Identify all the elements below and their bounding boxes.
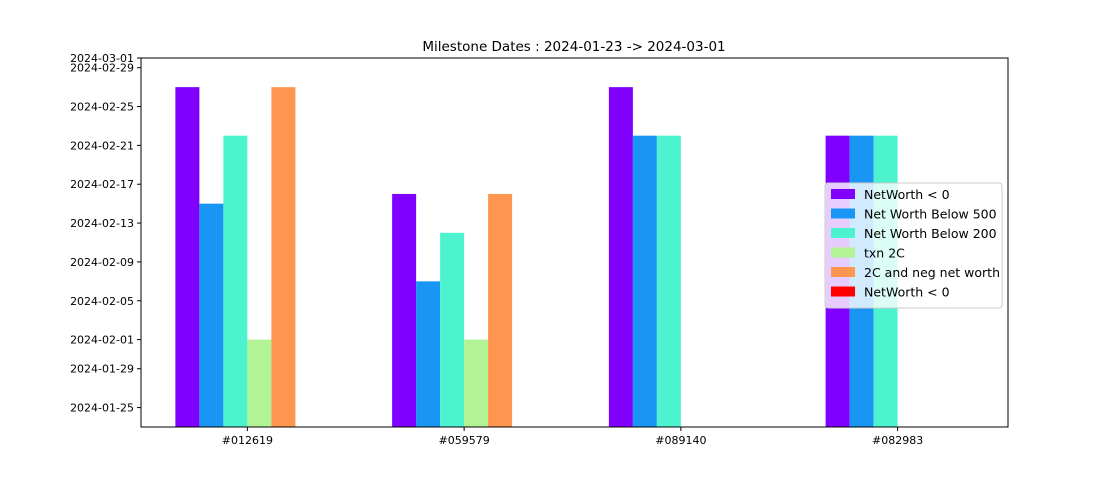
x-axis: #012619 #059579 #089140 #082983 xyxy=(222,427,923,447)
legend-label: txn 2C xyxy=(864,246,905,261)
plot-frame xyxy=(140,57,1009,428)
bar-4-012619 xyxy=(247,339,272,427)
legend-label: NetWorth < 0 xyxy=(864,187,950,202)
legend-swatch xyxy=(831,208,855,219)
y-tick-label: 2024-03-01 xyxy=(70,52,134,65)
bar-5-059579 xyxy=(488,193,513,427)
legend-box xyxy=(824,182,1003,309)
bar-1-059579 xyxy=(392,193,417,427)
x-tick-label: #059579 xyxy=(439,434,490,447)
y-tick-label: 2024-02-05 xyxy=(70,295,134,308)
legend-label: Net Worth Below 200 xyxy=(864,226,997,241)
legend-swatch xyxy=(831,286,855,297)
chart-title: Milestone Dates : 2024-01-23 -> 2024-03-… xyxy=(422,39,725,55)
bar-2-012619 xyxy=(199,203,224,427)
legend-swatch xyxy=(831,247,855,258)
bar-1-012619 xyxy=(175,87,200,427)
legend: NetWorth < 0 Net Worth Below 500 Net Worth… xyxy=(824,182,1003,309)
y-tick-label: 2024-01-25 xyxy=(70,402,134,415)
y-tick-label: 2024-02-13 xyxy=(70,217,134,230)
bar-3-089140 xyxy=(656,135,681,427)
x-tick-label: #082983 xyxy=(872,434,923,447)
x-tick-label: #089140 xyxy=(655,434,706,447)
bars-group xyxy=(175,87,898,427)
bar-4-059579 xyxy=(464,339,489,427)
bar-1-089140 xyxy=(608,87,633,427)
y-axis: 2024-01-25 2024-01-29 2024-02-01 2024-02-05… xyxy=(70,52,141,415)
legend-swatch xyxy=(831,228,855,238)
legend-label: NetWorth < 0 xyxy=(864,285,950,300)
y-tick-label: 2024-02-17 xyxy=(70,178,134,191)
x-tick-label: #012619 xyxy=(222,434,273,447)
y-tick-label: 2024-02-01 xyxy=(70,334,134,347)
bar-3-059579 xyxy=(440,232,465,427)
legend-label: Net Worth Below 500 xyxy=(864,207,997,222)
bar-3-012619 xyxy=(223,135,248,427)
legend-label: 2C and neg net worth xyxy=(864,265,1000,280)
y-tick-label: 2024-02-09 xyxy=(70,256,134,269)
legend-swatch xyxy=(831,267,855,277)
legend-swatch xyxy=(831,189,855,199)
y-tick-label: 2024-02-25 xyxy=(70,101,134,114)
y-tick-label: 2024-01-29 xyxy=(70,363,134,376)
y-tick-label: 2024-02-29 xyxy=(70,62,134,75)
bar-2-059579 xyxy=(416,281,441,427)
bar-2-089140 xyxy=(632,135,657,427)
bar-5-012619 xyxy=(271,87,296,427)
y-tick-label: 2024-02-21 xyxy=(70,139,134,152)
